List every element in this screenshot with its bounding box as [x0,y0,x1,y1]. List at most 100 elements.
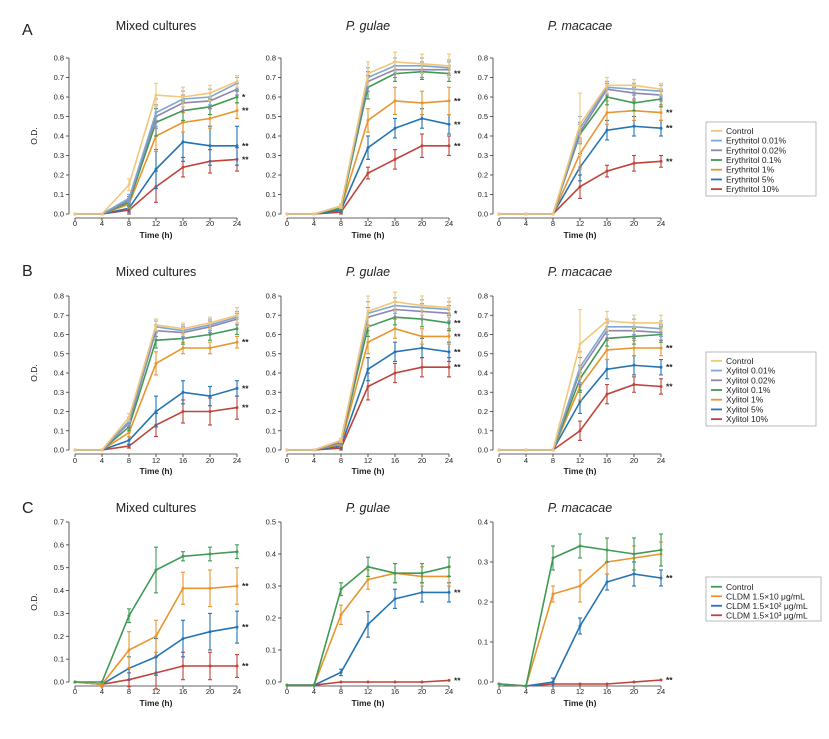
data-point [605,319,609,323]
data-point [366,72,370,76]
data-point [605,548,609,552]
data-point [208,394,212,398]
significance-marker: ** [666,156,673,166]
series-0 [285,51,451,216]
x-tick-label: 24 [445,219,453,228]
data-point [632,572,636,576]
significance-marker: ** [454,141,461,151]
data-point [235,550,239,554]
series-6: ** [73,395,249,452]
data-point [235,79,239,83]
legend-label: Erythritol 0.02% [726,145,786,155]
data-point [447,144,451,148]
data-point [181,120,185,124]
y-tick-label: 0.6 [478,93,488,102]
data-point [420,680,424,684]
data-point [73,212,77,216]
series-line [287,591,449,687]
x-tick-label: 8 [127,219,131,228]
row-letter-C: C [22,500,34,517]
panel-title: P. gulae [346,19,390,33]
x-tick-label: 4 [312,219,316,228]
y-tick-label: 0.7 [478,73,488,82]
significance-marker: ** [454,675,461,685]
data-point [181,140,185,144]
x-tick-label: 24 [233,456,241,465]
data-point [181,346,185,350]
data-point [605,95,609,99]
legend-label: CLDM 1.5×10² μg/mL [726,601,808,611]
x-axis-label: Time (h) [140,230,173,240]
y-tick-label: 0.4 [266,132,276,141]
significance-marker: ** [454,119,461,129]
data-point [366,565,370,569]
y-tick-label: 0.2 [478,407,488,416]
x-tick-label: 4 [312,456,316,465]
y-tick-label: 0.1 [478,190,488,199]
significance-marker: ** [242,661,249,671]
significance-marker: * [242,92,246,102]
x-tick-label: 24 [657,687,665,696]
y-tick-label: 0.0 [478,446,488,455]
series-0 [497,76,663,216]
data-point [154,111,158,115]
x-tick-label: 0 [497,219,501,228]
y-axis-label: O.D. [29,127,39,144]
data-point [285,448,289,452]
series-6: ** [285,133,461,216]
panel-title: P. gulae [346,265,390,279]
data-point [100,682,104,686]
legend-label: Erythritol 10% [726,184,779,194]
series-1 [497,541,663,688]
series-2: * [285,301,458,452]
data-point [181,586,185,590]
data-point [208,91,212,95]
data-point [73,448,77,452]
data-point [632,680,636,684]
y-tick-label: 0.5 [54,112,64,121]
x-axis-label: Time (h) [352,698,385,708]
x-tick-label: 0 [73,687,77,696]
data-point [659,321,663,325]
legend-label: Erythritol 5% [726,174,775,184]
series-line [287,117,450,215]
data-point [73,680,77,684]
data-point [659,111,663,115]
data-point [154,361,158,365]
data-point [393,126,397,130]
significance-marker: ** [666,123,673,133]
y-tick-label: 0.6 [54,540,64,549]
x-tick-label: 4 [100,219,104,228]
series-2: ** [73,610,249,688]
y-tick-label: 0.7 [266,73,276,82]
data-point [312,448,316,452]
chart-panel-B-3: P. macacae 0.0 0.1 0.2 0.3 0.4 0.5 0.6 0.7 0.8 0 4 8… [478,265,674,476]
y-tick-label: 0.0 [478,210,488,219]
series-6: ** [497,376,673,452]
data-point [447,99,451,103]
y-tick-label: 0.4 [478,132,488,141]
x-axis-label: Time (h) [352,230,385,240]
x-tick-label: 24 [445,456,453,465]
x-tick-label: 16 [603,687,611,696]
data-point [551,212,555,216]
y-tick-label: 0.4 [266,369,276,378]
x-axis-label: Time (h) [564,698,597,708]
series-4: ** [497,100,673,216]
data-point [366,578,370,582]
series-6: ** [73,147,249,216]
data-point [605,128,609,132]
significance-marker: ** [242,141,249,151]
data-point [393,60,397,64]
data-point [393,350,397,354]
data-point [235,340,239,344]
y-tick-label: 0.5 [478,112,488,121]
data-point [285,212,289,216]
data-point [578,342,582,346]
significance-marker: ** [666,108,673,118]
x-tick-label: 16 [179,456,187,465]
legend-label: Erythritol 1% [726,165,775,175]
legend-label: Xylitol 1% [726,395,764,405]
y-tick-label: 0.1 [478,426,488,435]
